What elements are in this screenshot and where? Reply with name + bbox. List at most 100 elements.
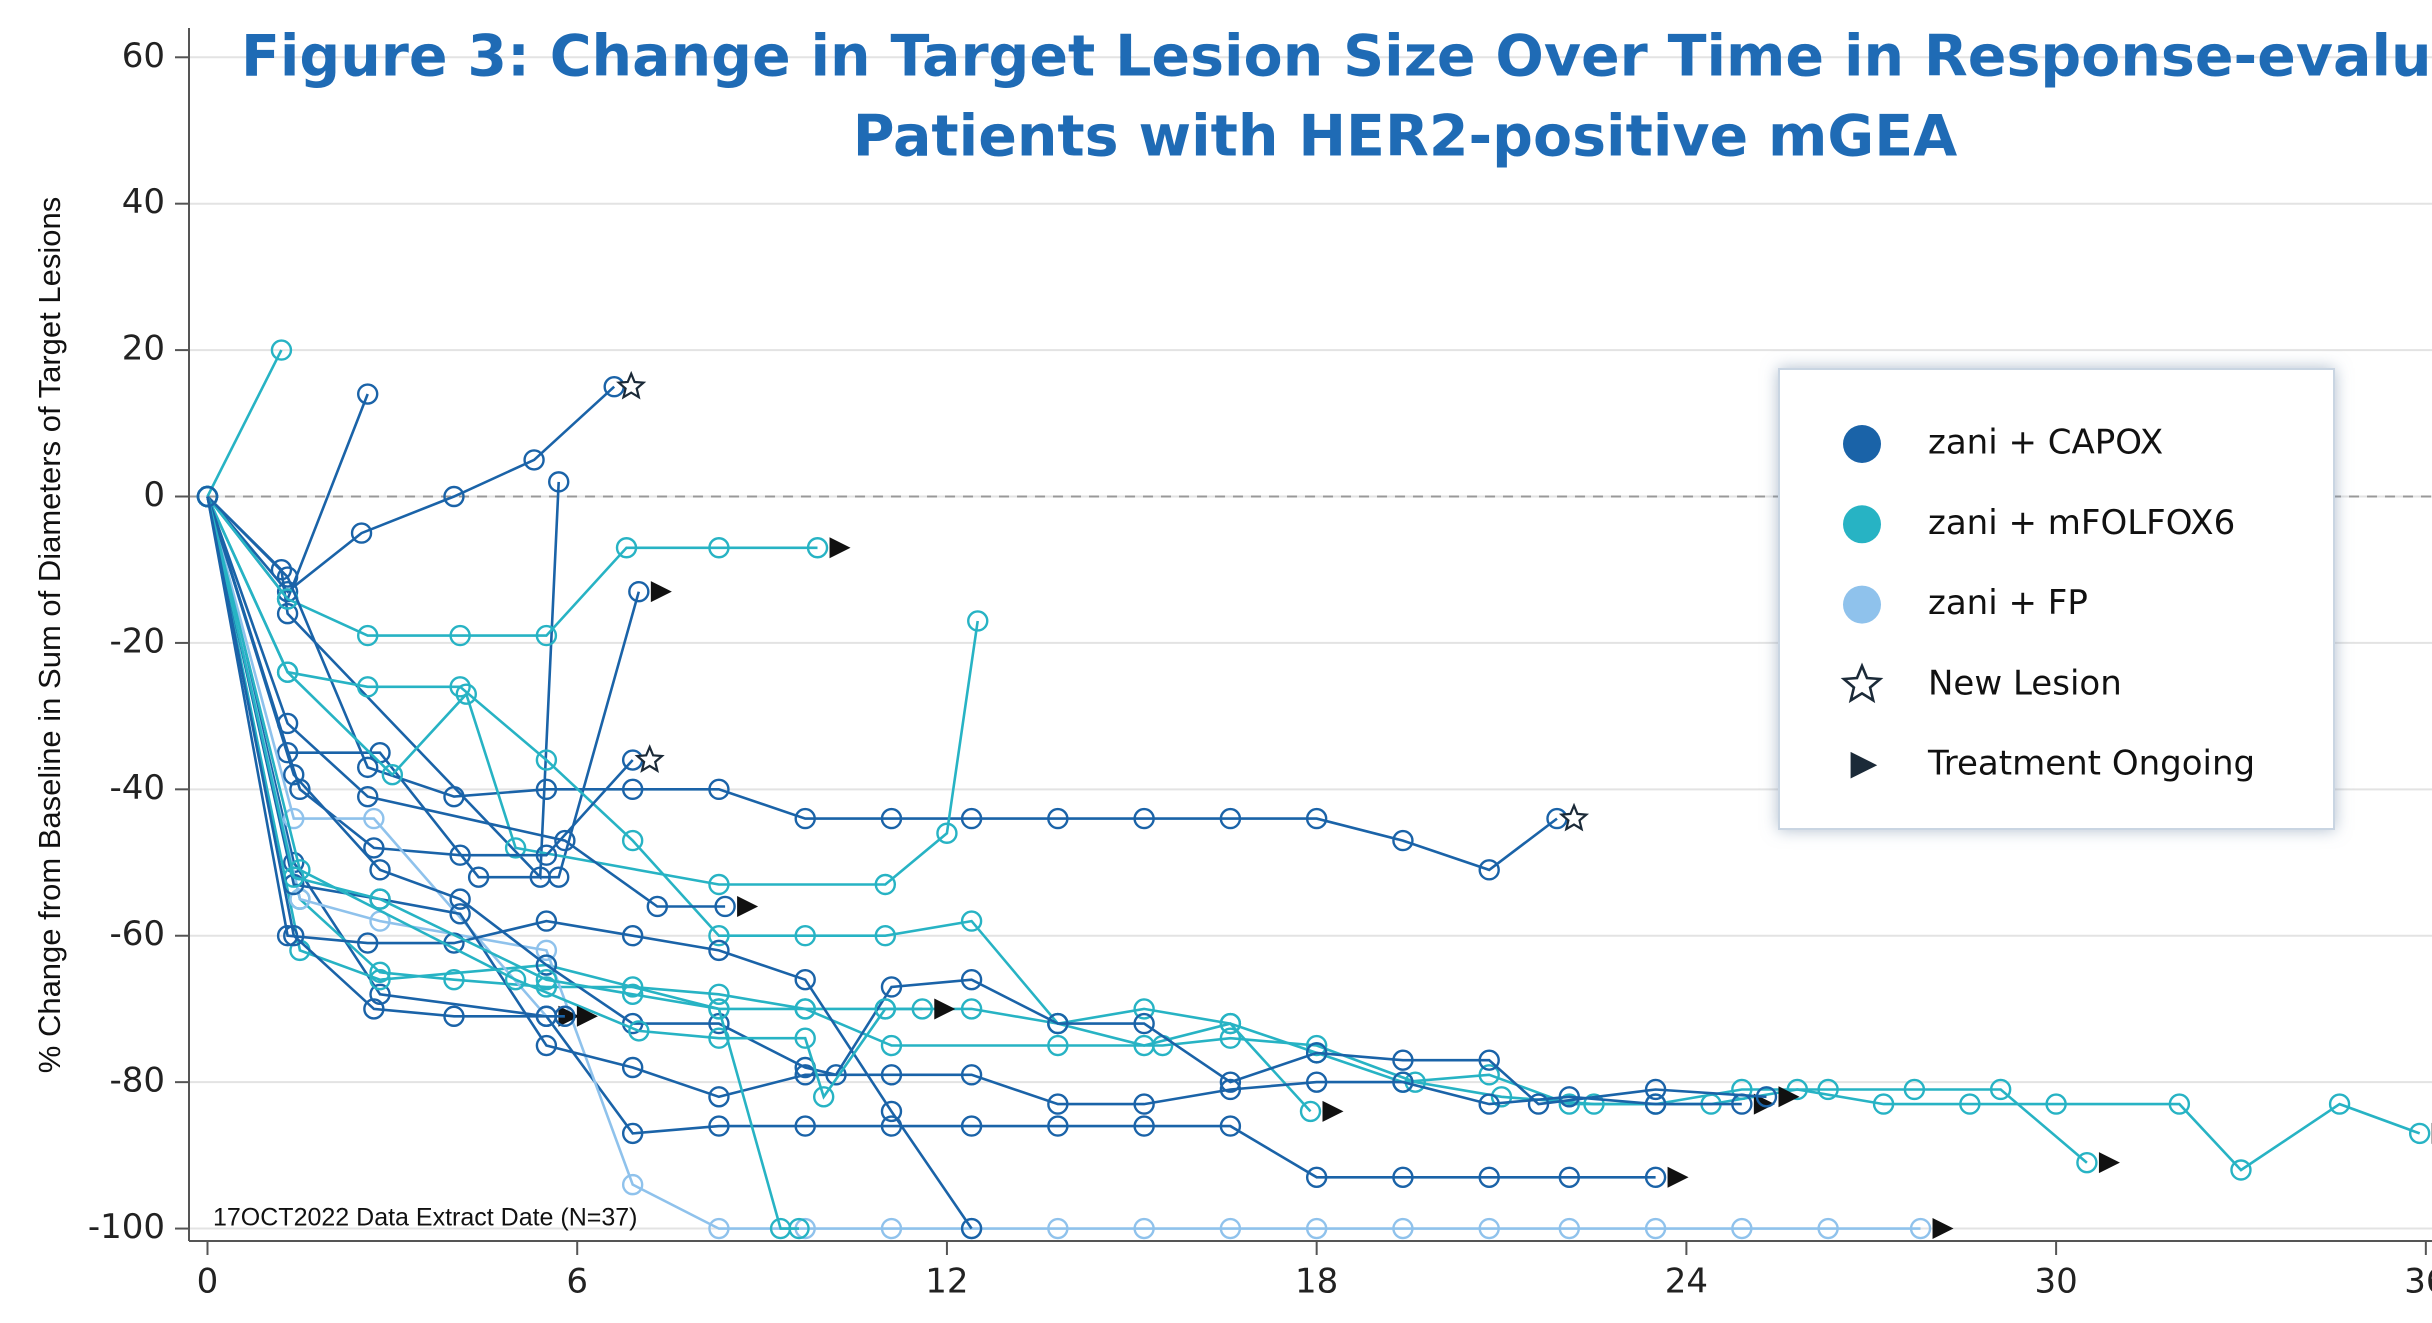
data-point xyxy=(357,624,379,647)
data-point xyxy=(2230,1159,2252,1181)
data-point xyxy=(1305,1217,1328,1240)
data-point xyxy=(363,837,385,859)
treatment-ongoing-marker xyxy=(1778,1086,1800,1108)
treatment-ongoing-marker xyxy=(737,895,759,917)
data-point xyxy=(535,1034,558,1057)
x-tick-label: 30 xyxy=(2034,1262,2077,1302)
data-point xyxy=(283,925,305,947)
data-point xyxy=(1392,1166,1414,1189)
data-point xyxy=(276,566,299,588)
data-point xyxy=(363,807,385,830)
data-point xyxy=(1558,1086,1581,1108)
patient-line xyxy=(206,496,799,1230)
data-point xyxy=(1047,1093,1069,1115)
data-point xyxy=(794,998,816,1020)
data-point xyxy=(548,471,570,493)
data-point xyxy=(289,859,311,881)
y-tick-label: 0 xyxy=(143,475,165,515)
patient-line xyxy=(206,496,923,1100)
patient-line xyxy=(206,496,973,1230)
data-point xyxy=(1903,1078,1926,1101)
legend-marker xyxy=(1850,751,1878,779)
data-point xyxy=(1219,1078,1242,1101)
patient-line xyxy=(206,496,1921,1230)
legend-label: zani + CAPOX xyxy=(1928,423,2163,463)
treatment-ongoing-marker xyxy=(2098,1152,2120,1174)
legend-label: Treatment Ongoing xyxy=(1927,744,2255,784)
data-point xyxy=(449,903,471,925)
data-point xyxy=(880,1064,903,1086)
data-point xyxy=(2076,1151,2098,1174)
data-point xyxy=(357,756,379,779)
data-point xyxy=(350,522,373,544)
data-point xyxy=(708,925,730,947)
data-point xyxy=(960,910,983,932)
data-point xyxy=(1219,1217,1242,1240)
data-point xyxy=(1219,1115,1242,1137)
data-point xyxy=(1305,1071,1328,1093)
data-point xyxy=(874,925,897,947)
data-point xyxy=(1478,1166,1500,1189)
data-point xyxy=(1133,1093,1155,1115)
data-point xyxy=(621,778,644,801)
data-point xyxy=(1305,1034,1328,1057)
data-point xyxy=(381,763,404,786)
data-point xyxy=(812,1086,835,1108)
data-point xyxy=(369,968,391,991)
data-point xyxy=(1478,1217,1500,1240)
data-point xyxy=(621,925,644,947)
chart-title: Figure 3: Change in Target Lesion Size O… xyxy=(241,24,2432,90)
data-point xyxy=(2408,1122,2431,1145)
data-point xyxy=(1558,1166,1581,1189)
data-point xyxy=(1755,1086,1778,1108)
y-tick-label: 60 xyxy=(122,36,165,76)
data-point xyxy=(276,742,299,764)
data-point xyxy=(276,602,299,625)
data-point xyxy=(2168,1093,2191,1115)
new-lesion-marker xyxy=(1558,802,1590,832)
legend-marker xyxy=(1843,425,1881,463)
data-point xyxy=(196,485,219,508)
y-tick-label: -100 xyxy=(88,1207,165,1247)
data-point xyxy=(1872,1093,1895,1115)
data-point xyxy=(369,983,391,1006)
data-point xyxy=(1219,1027,1242,1049)
data-point xyxy=(1644,1166,1667,1189)
data-point xyxy=(1644,1217,1667,1240)
data-point xyxy=(2045,1093,2067,1115)
data-point xyxy=(621,1056,644,1079)
data-point xyxy=(621,983,644,1006)
data-point xyxy=(443,1005,465,1027)
data-point xyxy=(1219,807,1242,830)
data-point xyxy=(270,339,293,361)
legend-label: New Lesion xyxy=(1928,663,2122,703)
data-point xyxy=(708,1217,730,1240)
y-tick-label: -80 xyxy=(109,1061,165,1101)
data-point xyxy=(467,866,490,888)
data-point xyxy=(283,866,305,888)
patient-line xyxy=(206,495,1558,872)
data-point xyxy=(554,829,576,852)
data-point xyxy=(708,1086,730,1108)
data-point xyxy=(1305,1166,1328,1189)
chart-title: Patients with HER2-positive mGEA xyxy=(853,104,1958,170)
data-point xyxy=(1392,829,1414,852)
patient-line xyxy=(206,496,565,1018)
y-tick-label: -60 xyxy=(109,914,165,954)
data-point xyxy=(1047,807,1069,830)
data-point xyxy=(504,837,527,859)
y-tick-label: 20 xyxy=(122,329,165,369)
data-point xyxy=(708,537,730,559)
data-point xyxy=(911,998,933,1020)
data-point xyxy=(1133,807,1155,830)
data-point xyxy=(535,954,558,976)
legend-marker xyxy=(1843,505,1881,544)
data-point xyxy=(628,1020,650,1042)
data-point xyxy=(449,624,471,647)
data-point xyxy=(960,998,983,1020)
data-point xyxy=(1219,1071,1242,1093)
data-point xyxy=(1959,1093,1981,1115)
data-point xyxy=(874,873,897,896)
data-point xyxy=(1047,1012,1069,1035)
data-point xyxy=(794,1064,816,1086)
